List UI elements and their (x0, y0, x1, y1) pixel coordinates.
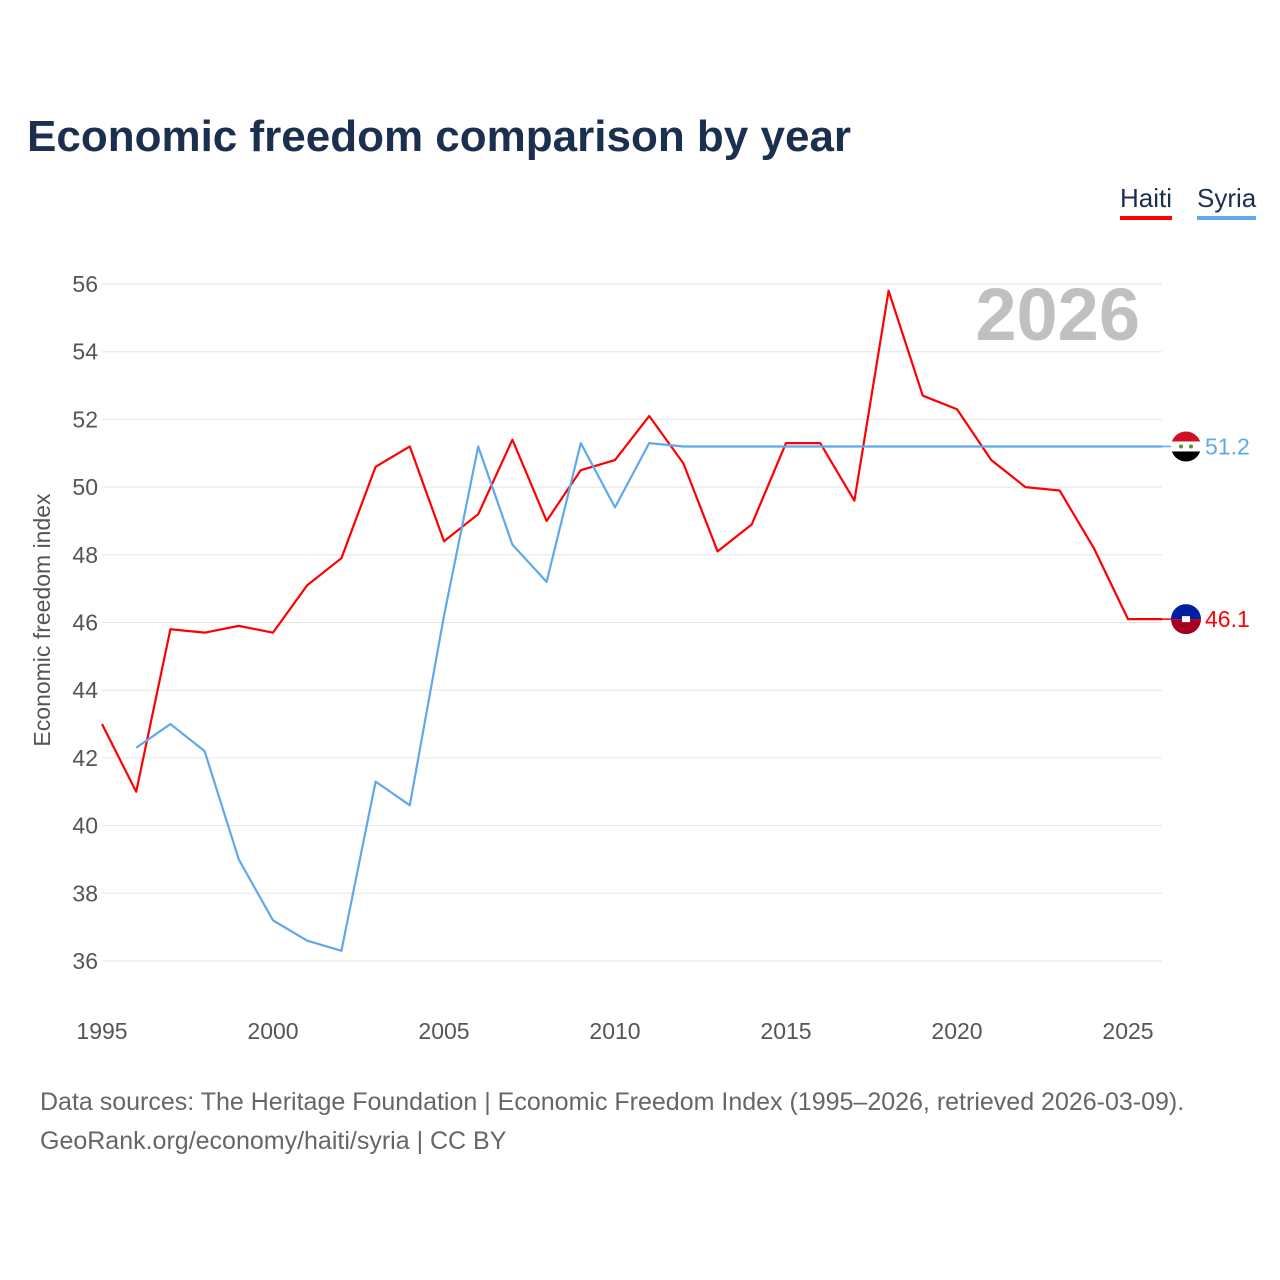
legend-haiti[interactable]: Haiti (1120, 183, 1173, 220)
y-tick-label: 50 (72, 474, 98, 500)
flag-stripe (1171, 604, 1201, 620)
flag-star (1189, 444, 1193, 449)
y-tick-label: 44 (72, 677, 98, 703)
source-note: Data sources: The Heritage Foundation | … (40, 1088, 1185, 1116)
syria-flag-icon (1171, 431, 1201, 462)
flag-stripe (1171, 431, 1201, 442)
y-tick-label: 42 (72, 745, 98, 771)
y-axis-label: Economic freedom index (29, 493, 55, 747)
y-tick-label: 56 (72, 271, 98, 297)
y-tick-label: 52 (72, 406, 98, 432)
flag-body (1171, 431, 1201, 462)
series-line-syria (135, 441, 1163, 952)
series-line-haiti (101, 289, 1163, 793)
flag-body (1171, 604, 1201, 635)
x-tick-label: 2015 (760, 1018, 811, 1044)
x-tick-label: 2020 (931, 1018, 982, 1044)
y-tick-label: 46 (72, 610, 98, 636)
x-tick-label: 2025 (1102, 1018, 1153, 1044)
chart-title: Economic freedom comparison by year (27, 112, 852, 161)
flag-stripe (1171, 451, 1201, 462)
flag-stripe (1171, 619, 1201, 635)
year-watermark: 2026 (975, 273, 1140, 356)
flag-emblem (1182, 616, 1190, 623)
flag-stripe (1171, 441, 1201, 452)
y-tick-label: 38 (72, 880, 98, 906)
y-tick-label: 36 (72, 948, 98, 974)
haiti-flag-icon (1171, 604, 1201, 635)
x-tick-label: 2000 (247, 1018, 298, 1044)
x-tick-label: 2010 (589, 1018, 640, 1044)
flag-star (1179, 444, 1183, 449)
y-tick-label: 40 (72, 813, 98, 839)
y-tick-label: 48 (72, 542, 98, 568)
source-url: GeoRank.org/economy/haiti/syria | CC BY (40, 1127, 507, 1155)
legend-syria[interactable]: Syria (1197, 183, 1257, 220)
x-tick-label: 1995 (76, 1018, 127, 1044)
end-value-label: 51.2 (1205, 433, 1250, 459)
y-tick-label: 54 (72, 339, 98, 365)
x-tick-label: 2005 (418, 1018, 469, 1044)
end-value-label: 46.1 (1205, 606, 1250, 632)
